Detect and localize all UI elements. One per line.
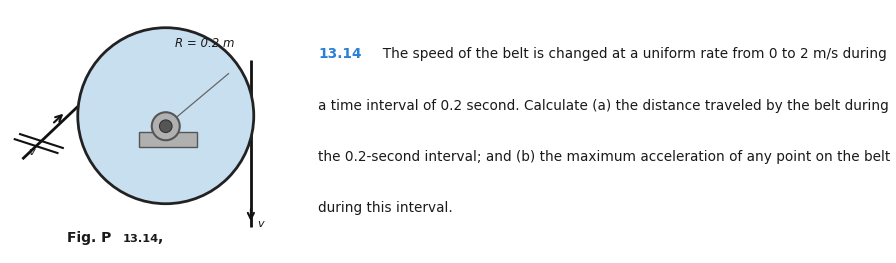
Text: v: v [257,220,263,230]
Text: a time interval of 0.2 second. Calculate (a) the distance traveled by the belt d: a time interval of 0.2 second. Calculate… [318,99,889,113]
Text: R = 0.2 m: R = 0.2 m [175,37,234,50]
Text: 13.14: 13.14 [123,234,159,244]
Text: v: v [29,147,35,157]
Ellipse shape [78,28,254,204]
Text: ,: , [157,231,162,245]
Ellipse shape [159,120,172,133]
Text: Fig. P: Fig. P [67,231,112,245]
Text: the 0.2-second interval; and (b) the maximum acceleration of any point on the be: the 0.2-second interval; and (b) the max… [318,150,891,164]
Text: during this interval.: during this interval. [318,201,452,215]
Ellipse shape [151,112,180,140]
Text: The speed of the belt is changed at a uniform rate from 0 to 2 m/s during: The speed of the belt is changed at a un… [374,47,886,61]
Bar [139,132,197,147]
Text: 13.14: 13.14 [318,47,362,61]
